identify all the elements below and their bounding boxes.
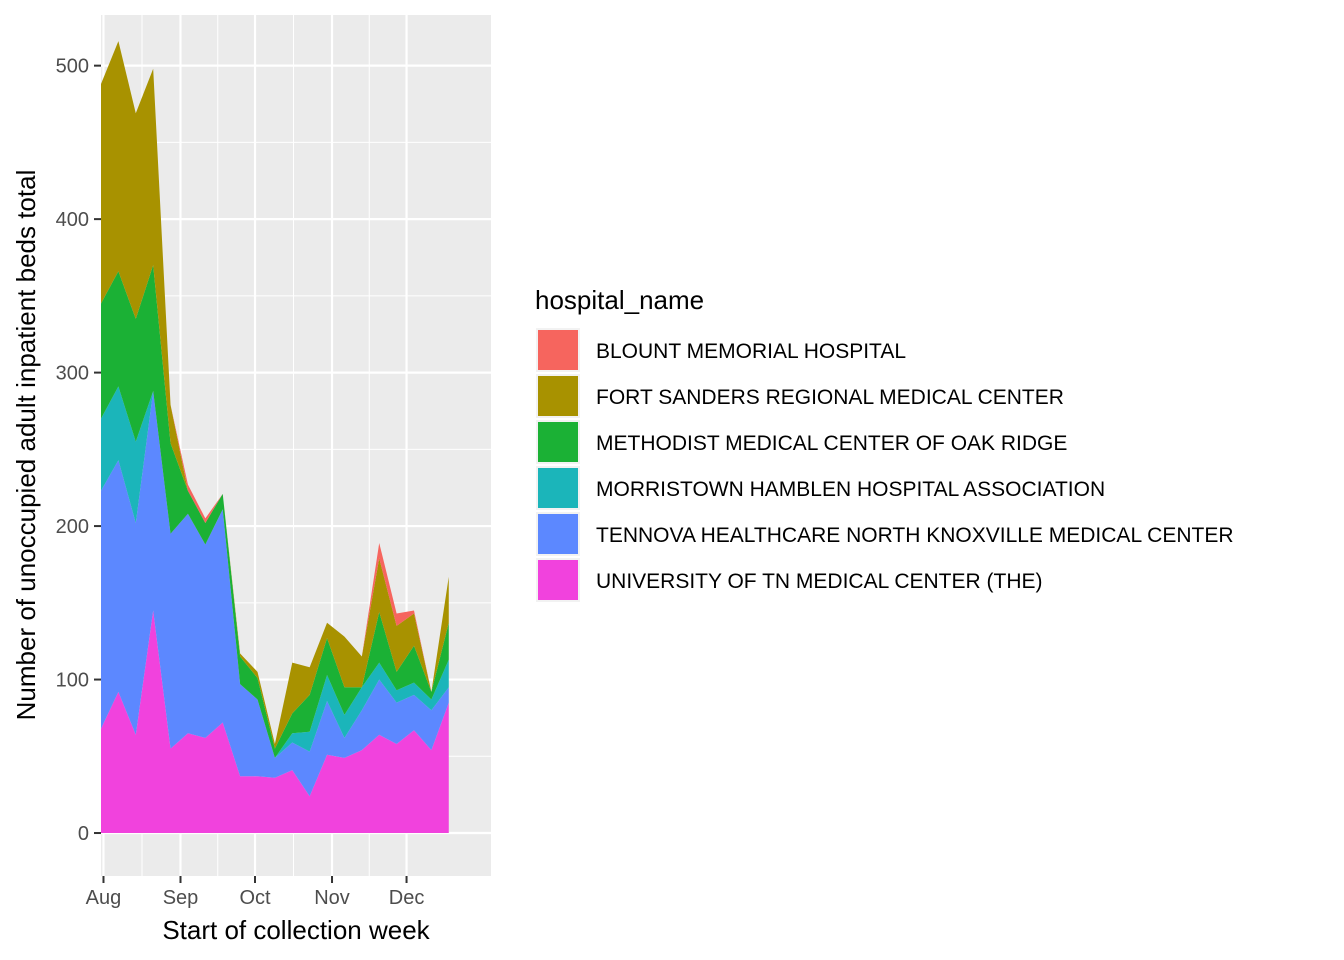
- y-tick-label: 300: [56, 363, 89, 385]
- y-tick-label: 500: [56, 56, 89, 78]
- area-university-of-tn-medical-center-the: [101, 610, 449, 834]
- x-tick-label: Oct: [239, 887, 271, 909]
- legend-swatch-morristown-hamblen-hospital-association: [538, 468, 578, 508]
- legend-swatch-methodist-medical-center-of-oak-ridge: [538, 422, 578, 462]
- legend-label-university-of-tn-medical-center-the: UNIVERSITY OF TN MEDICAL CENTER (THE): [596, 570, 1043, 593]
- area-methodist-medical-center-of-oak-ridge: [101, 265, 449, 758]
- y-tick-label: 100: [56, 670, 89, 692]
- x-tick-label: Nov: [314, 887, 350, 909]
- legend-label-tennova-healthcare-north-knoxville-medical-center: TENNOVA HEALTHCARE NORTH KNOXVILLE MEDIC…: [596, 524, 1234, 547]
- legend-title: hospital_name: [535, 285, 704, 315]
- x-axis: Aug Sep Oct Nov Dec: [86, 876, 425, 909]
- x-tick-label: Dec: [389, 887, 425, 909]
- legend-swatch-blount-memorial-hospital: [538, 330, 578, 370]
- y-tick-label: 400: [56, 209, 89, 231]
- area-tennova-healthcare-north-knoxville-medical-center: [101, 391, 449, 797]
- area-series: [101, 41, 449, 834]
- x-tick-label: Sep: [163, 887, 199, 909]
- legend-swatch-tennova-healthcare-north-knoxville-medical-center: [538, 514, 578, 554]
- y-axis-title: Number of unoccupied adult inpatient bed…: [11, 170, 41, 721]
- y-axis: 0 100 200 300 400 500: [56, 56, 101, 845]
- y-tick-label: 0: [78, 823, 89, 845]
- legend-swatch-university-of-tn-medical-center-the: [538, 560, 578, 600]
- legend: hospital_name BLOUNT MEMORIAL HOSPITAL FO…: [535, 285, 1234, 602]
- x-axis-title: Start of collection week: [162, 915, 430, 945]
- legend-label-fort-sanders-regional-medical-center: FORT SANDERS REGIONAL MEDICAL CENTER: [596, 386, 1064, 409]
- x-tick-label: Aug: [86, 887, 122, 909]
- legend-label-morristown-hamblen-hospital-association: MORRISTOWN HAMBLEN HOSPITAL ASSOCIATION: [596, 478, 1105, 501]
- y-tick-label: 200: [56, 516, 89, 538]
- legend-items: BLOUNT MEMORIAL HOSPITAL FORT SANDERS REG…: [536, 328, 1234, 602]
- legend-label-methodist-medical-center-of-oak-ridge: METHODIST MEDICAL CENTER OF OAK RIDGE: [596, 432, 1067, 455]
- legend-label-blount-memorial-hospital: BLOUNT MEMORIAL HOSPITAL: [596, 340, 906, 363]
- legend-swatch-fort-sanders-regional-medical-center: [538, 376, 578, 416]
